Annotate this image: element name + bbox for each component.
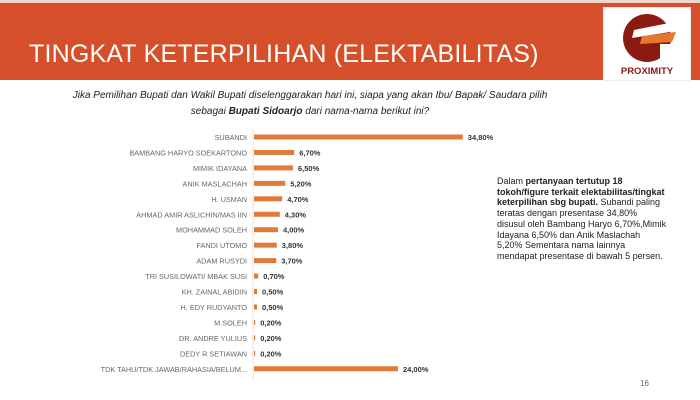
- bar: [254, 211, 280, 217]
- data-label: 3,80%: [282, 241, 304, 250]
- category-label: ADAM RUSYDI: [196, 257, 247, 266]
- bar: [254, 350, 256, 356]
- note-text-rest: Subandi paling teratas dengan presentase…: [497, 197, 667, 261]
- question-text-end: dari nama-nama berikut ini?: [302, 106, 430, 117]
- data-label: 0,20%: [260, 318, 282, 327]
- bar: [254, 149, 295, 155]
- question-text: Jika Pemilihan Bupati dan Wakil Bupati d…: [72, 90, 548, 117]
- bar: [254, 227, 278, 233]
- proximity-logo: PROXIMITY: [603, 7, 691, 81]
- category-label: BAMBANG HARYO SOEKARTONO: [129, 148, 247, 157]
- bar: [254, 196, 283, 202]
- category-label: KH. ZAINAL ABIDIN: [182, 288, 247, 297]
- category-label: MIMIK IDAYANA: [193, 164, 247, 173]
- category-label: H. USMAN: [211, 195, 247, 204]
- bar-chart: SUBANDI 34,80% BAMBANG HARYO SOEKARTONO 6,7…: [101, 129, 494, 380]
- category-label: TRI SUSILOWATI/ MBAK SUSI: [145, 272, 247, 281]
- note-bold: pertanyaan tertutup 18 tokoh/figure terk…: [497, 176, 665, 208]
- note-text: Dalam: [497, 176, 526, 186]
- survey-question: Jika Pemilihan Bupati dan Wakil Bupati d…: [60, 88, 560, 120]
- data-label: 0,20%: [260, 349, 282, 358]
- bar: [254, 258, 277, 264]
- bar: [254, 273, 259, 279]
- category-label: DR. ANDRE YULIUS: [179, 334, 247, 343]
- page-number: 16: [640, 379, 649, 388]
- category-label: TDK TAHU/TDK JAWAB/RAHASIA/BELUM...: [101, 365, 247, 374]
- data-label: 5,20%: [290, 179, 312, 188]
- data-label: 34,80%: [468, 133, 494, 142]
- data-label: 3,70%: [281, 257, 303, 266]
- header-band: [0, 3, 700, 80]
- summary-note: Dalam pertanyaan tertutup 18 tokoh/figur…: [497, 176, 667, 262]
- question-bold: Bupati Sidoarjo: [228, 106, 303, 117]
- data-label: 4,70%: [287, 195, 309, 204]
- bar: [254, 134, 463, 140]
- data-label: 24,00%: [403, 365, 429, 374]
- bar: [254, 180, 286, 186]
- data-label: 0,70%: [263, 272, 285, 281]
- data-label: 4,30%: [285, 210, 307, 219]
- logo-text: PROXIMITY: [620, 66, 674, 77]
- logo-mark-icon: [623, 14, 680, 64]
- data-label: 4,00%: [283, 226, 305, 235]
- category-label: H. EDY RUDYANTO: [181, 303, 248, 312]
- data-label: 0,50%: [262, 288, 284, 297]
- category-label: FANDI UTOMO: [196, 241, 247, 250]
- bar: [254, 319, 256, 325]
- page-title: TINGKAT KETERPILIHAN (ELEKTABILITAS): [29, 40, 539, 68]
- category-label: SUBANDI: [215, 133, 247, 142]
- bar: [254, 304, 257, 310]
- category-label: AHMAD AMIR ASLICHIN/MAS IIN: [136, 210, 247, 219]
- top-line: [0, 0, 700, 3]
- bar: [254, 165, 293, 171]
- bar: [254, 366, 398, 372]
- data-label: 0,20%: [260, 334, 282, 343]
- data-label: 0,50%: [262, 303, 284, 312]
- category-label: M.SOLEH: [214, 318, 247, 327]
- bar: [254, 242, 277, 248]
- bar: [254, 289, 257, 294]
- category-label: DEDY R SETIAWAN: [180, 349, 247, 358]
- category-label: ANIK MASLACHAH: [183, 179, 247, 188]
- category-label: MOHAMMAD SOLEH: [176, 226, 247, 235]
- bar: [254, 335, 256, 341]
- data-label: 6,70%: [299, 148, 321, 157]
- data-label: 6,50%: [298, 164, 320, 173]
